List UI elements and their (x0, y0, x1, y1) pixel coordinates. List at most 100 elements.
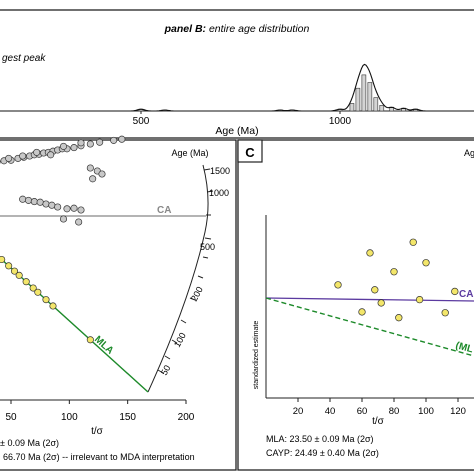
panel-c-x-tick-label: 60 (357, 406, 368, 417)
ca-point (96, 138, 104, 146)
panel-b-title: panel B: entire age distribution (164, 23, 310, 35)
ca-point (19, 195, 27, 203)
panel-c-point (409, 238, 417, 246)
ca-point (33, 148, 41, 156)
panel-b-title-prefix: panel B: (164, 23, 206, 35)
panel-c-mla-line (265, 297, 474, 357)
ca-point (59, 215, 68, 223)
panel-c-point (366, 249, 374, 257)
radial-age-axis-label: Age (Ma) (171, 148, 208, 158)
radial-age-ticks: 1500 1000 500 200 100 50 (157, 166, 230, 377)
ca-point (30, 198, 38, 206)
ca-point (70, 144, 78, 152)
mla-point (29, 284, 37, 292)
ca-point (19, 152, 27, 160)
panel-b: panel B: entire age distribution gest pe… (0, 9, 474, 139)
panel-b-frame (0, 9, 474, 139)
panel-c-point (390, 268, 398, 276)
panel-b-peak-label: gest peak (2, 53, 46, 64)
panel-c-point (415, 295, 424, 304)
ca-point (59, 142, 68, 150)
panel-b-histogram (138, 74, 418, 112)
age-minor-tick (164, 355, 171, 360)
radial-x-tick-label: 100 (61, 412, 78, 423)
panel-c-footer-cayp: CAYP: 24.49 ± 0.40 Ma (2σ) (266, 448, 379, 458)
age-tick-1500 (203, 168, 211, 171)
panel-c-point (371, 286, 379, 294)
ca-point (77, 139, 85, 147)
panel-b-x-axis: 500 1000 (133, 111, 352, 127)
ca-point (118, 135, 126, 143)
ca-point (86, 164, 94, 172)
ca-point (36, 198, 44, 206)
panel-b-density-curve (0, 63, 474, 112)
age-label-1000: 1000 (209, 188, 229, 198)
ca-point (24, 196, 33, 204)
tick-label-500: 500 (133, 116, 150, 127)
ca-point (5, 154, 13, 162)
ca-point (110, 136, 118, 144)
panel-c-ca-line (265, 297, 474, 302)
radial-x-ticks: 50 100 150 200 (5, 400, 195, 423)
ca-point (54, 203, 62, 211)
panel-c-ca-label: CA (459, 289, 473, 300)
age-label-200: 200 (189, 285, 205, 303)
panel-radial: Age (Ma) 1500 1000 500 200 100 50 CA (0, 135, 237, 471)
panel-c-point (358, 308, 366, 316)
ca-point (89, 175, 97, 183)
histogram-bar (379, 105, 385, 112)
panel-c-x-tick-label: 40 (325, 406, 336, 417)
histogram-bar (355, 87, 361, 112)
mla-point (49, 302, 57, 310)
ca-point (86, 140, 94, 148)
age-minor-tick (197, 275, 204, 279)
age-tick-100 (171, 339, 178, 344)
histogram-bar (373, 97, 379, 112)
panel-c-letter: C (245, 145, 255, 160)
radial-x-tick-label: 200 (178, 412, 195, 423)
histogram-bar (361, 74, 367, 112)
panel-c-points (334, 238, 459, 322)
mla-point (86, 336, 94, 344)
age-tick-1000 (206, 190, 214, 193)
panel-c-point (377, 299, 385, 307)
age-tick-500 (204, 237, 212, 240)
radial-xlabel: t/σ (91, 426, 104, 437)
panel-c-x-ticks: 20 40 60 80 100 120 (293, 398, 466, 417)
tick-label-1000: 1000 (329, 116, 352, 127)
age-tick-50 (157, 369, 164, 374)
radial-x-tick-label: 50 (5, 412, 17, 423)
panel-c-point (422, 259, 430, 267)
mla-line (0, 257, 149, 393)
radial-footer-2: 66.70 Ma (2σ) -- irrelevant to MDA inter… (3, 452, 195, 462)
histogram-bar (367, 82, 373, 112)
panel-c-xlabel: t/σ (372, 416, 385, 427)
age-minor-tick (202, 256, 209, 259)
ca-point (47, 151, 55, 159)
panel-b-title-rest: entire age distribution (206, 23, 309, 35)
panel-c-x-tick-label: 100 (418, 406, 434, 417)
panel-c-frame (237, 139, 474, 471)
ca-point (77, 206, 85, 214)
panel-radial-frame (0, 139, 237, 471)
panel-c-point (451, 287, 459, 296)
radial-x-tick-label: 150 (119, 412, 136, 423)
age-label-500: 500 (200, 242, 215, 252)
ca-point (98, 170, 106, 178)
panel-c-point (395, 314, 403, 322)
age-label-100: 100 (172, 331, 188, 349)
mla-point (42, 296, 50, 304)
mla-label: MLA (92, 334, 115, 357)
panel-c-age-label: Age (464, 148, 474, 158)
age-minor-tick (180, 319, 187, 324)
mla-point (15, 271, 23, 279)
panel-c-x-tick-label: 120 (450, 406, 466, 417)
mla-point (10, 267, 19, 275)
ca-point (48, 201, 56, 209)
age-label-50: 50 (159, 363, 173, 377)
ca-point (42, 200, 50, 208)
panel-b-xlabel: Age (Ma) (215, 125, 258, 137)
ca-label: CA (157, 205, 171, 216)
panel-c-letter-box (237, 139, 263, 163)
